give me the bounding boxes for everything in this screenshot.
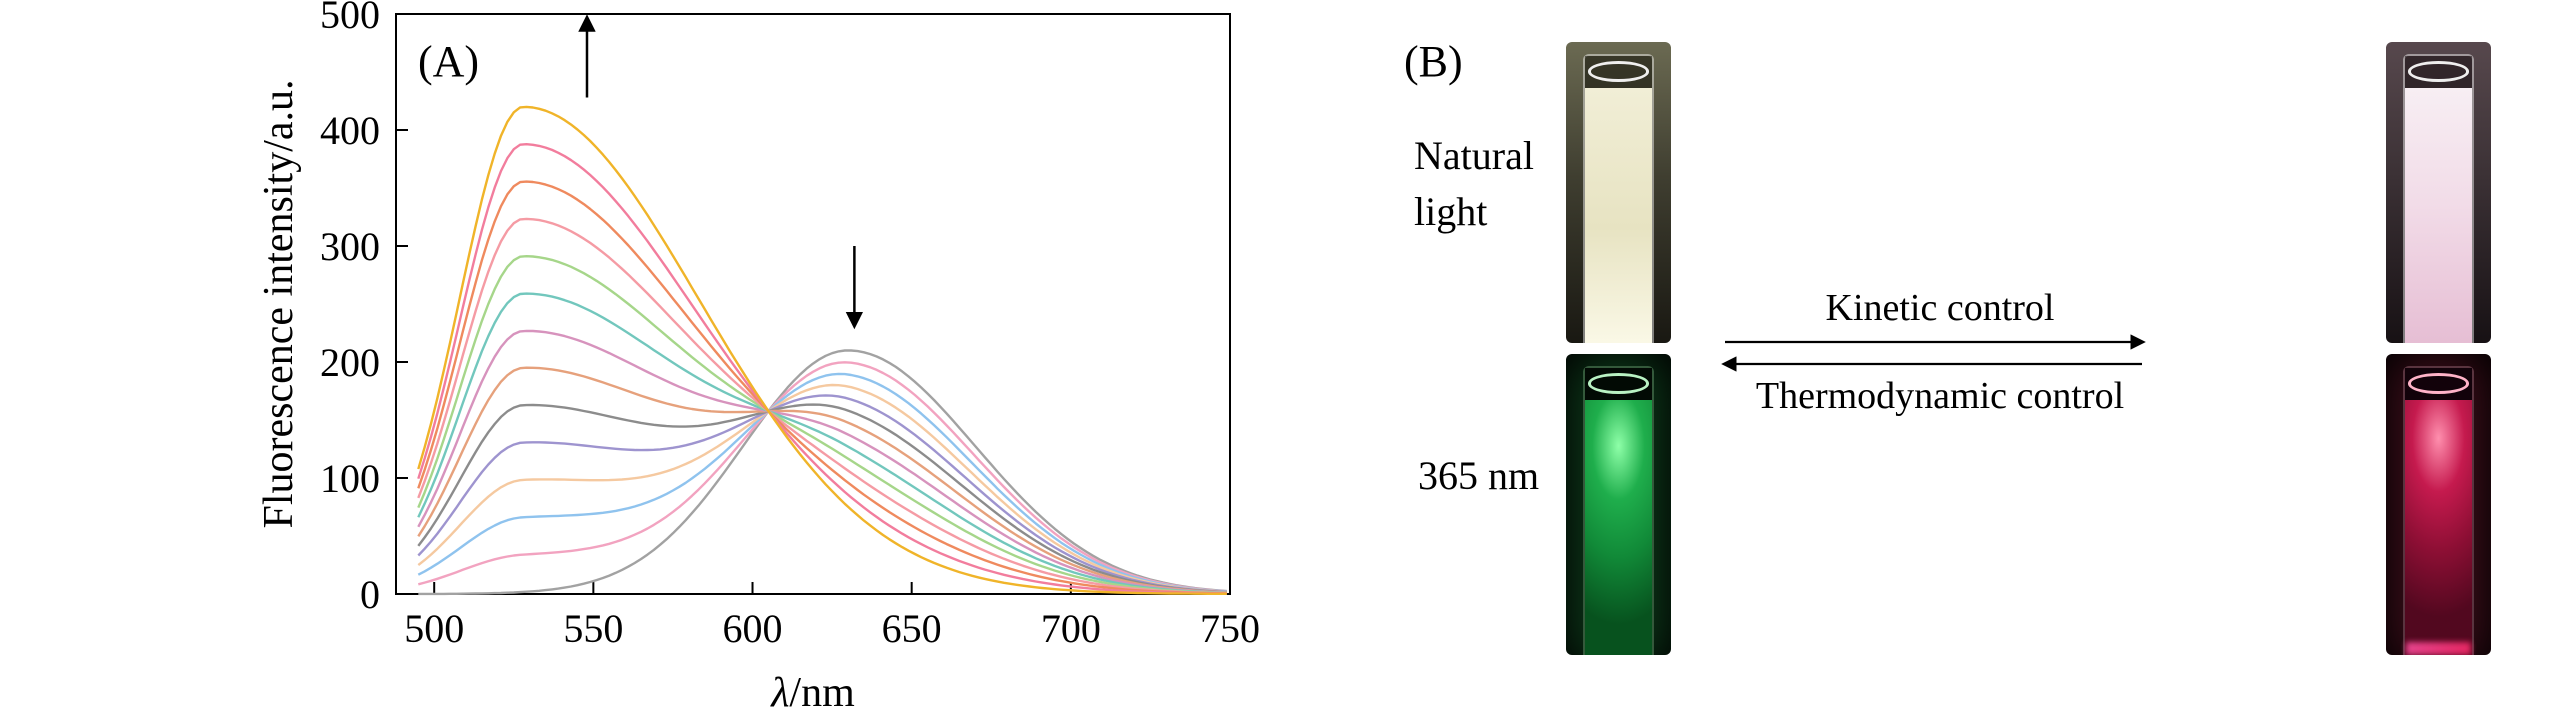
cuvette-rim [2408, 61, 2469, 82]
natural-light-label-line2: light [1414, 189, 1488, 234]
x-tick-label: 550 [563, 606, 623, 651]
cuvette-rim [2408, 373, 2469, 394]
natural-light-label-line1: Natural [1414, 133, 1534, 178]
cuvette-liquid [1584, 87, 1653, 343]
uv-wavelength-label: 365 nm [1418, 453, 1540, 498]
spectrum-curve-9 [417, 292, 1227, 594]
cuvette-rim [1588, 373, 1649, 394]
cuvette-rim [1588, 61, 1649, 82]
spectrum-curve-8 [417, 329, 1227, 594]
x-tick-label: 650 [882, 606, 942, 651]
cuvette [1582, 54, 1655, 343]
cuvette [2402, 366, 2475, 655]
cuvette [1582, 366, 1655, 655]
thermodynamic-control-label: Thermodynamic control [1755, 375, 2125, 417]
x-axis-label: λ/nm [769, 670, 855, 716]
cuvette-liquid [1584, 399, 1653, 655]
y-tick-label: 0 [360, 572, 380, 617]
cuvette-liquid [2404, 87, 2473, 343]
cuvette [2402, 54, 2475, 343]
cuvette-photo-natural-left [1566, 42, 1671, 343]
y-axis-label: Fluorescence intensity/a.u. [256, 79, 302, 528]
spectrum-curve-3 [417, 372, 1227, 593]
cuvette-air-gap [1584, 368, 1653, 400]
kinetic-control-label: Kinetic control [1825, 287, 2055, 329]
cuvette-air-gap [2404, 368, 2473, 400]
cuvette-liquid [2404, 399, 2473, 655]
y-tick-label: 300 [320, 224, 380, 269]
spectrum-curve-10 [417, 255, 1227, 595]
y-tick-label: 500 [320, 0, 380, 37]
cuvette-photo-natural-right [2386, 42, 2491, 343]
natural-light-label: Natural light [1414, 128, 1534, 240]
spectrum-curve-1 [418, 349, 1227, 596]
y-tick-label: 200 [320, 340, 380, 385]
spectrum-curve-7 [417, 366, 1227, 594]
panel-b-label: (B) [1404, 37, 1463, 86]
spectrum-curve-2 [417, 361, 1227, 593]
x-tick-label: 500 [404, 606, 464, 651]
cuvette-photo-uv-right [2386, 354, 2491, 655]
cuvette-air-gap [2404, 56, 2473, 88]
panel-a-label: (A) [418, 37, 480, 86]
spectrum-curve-4 [417, 383, 1227, 593]
plot-frame [395, 13, 1231, 595]
spectrum-curve-6 [417, 403, 1227, 594]
x-tick-label: 750 [1200, 606, 1260, 651]
spectrum-curve-13 [417, 142, 1227, 595]
cuvette-air-gap [1584, 56, 1653, 88]
spectrum-curve-11 [417, 217, 1227, 595]
spectrum-curve-5 [417, 394, 1227, 594]
spectrum-curve-12 [417, 180, 1227, 595]
y-tick-label: 400 [320, 108, 380, 153]
spectrum-curve-14 [417, 105, 1227, 595]
y-tick-label: 100 [320, 456, 380, 501]
x-tick-label: 600 [723, 606, 783, 651]
cuvette-photo-uv-left [1566, 354, 1671, 655]
x-tick-label: 700 [1041, 606, 1101, 651]
